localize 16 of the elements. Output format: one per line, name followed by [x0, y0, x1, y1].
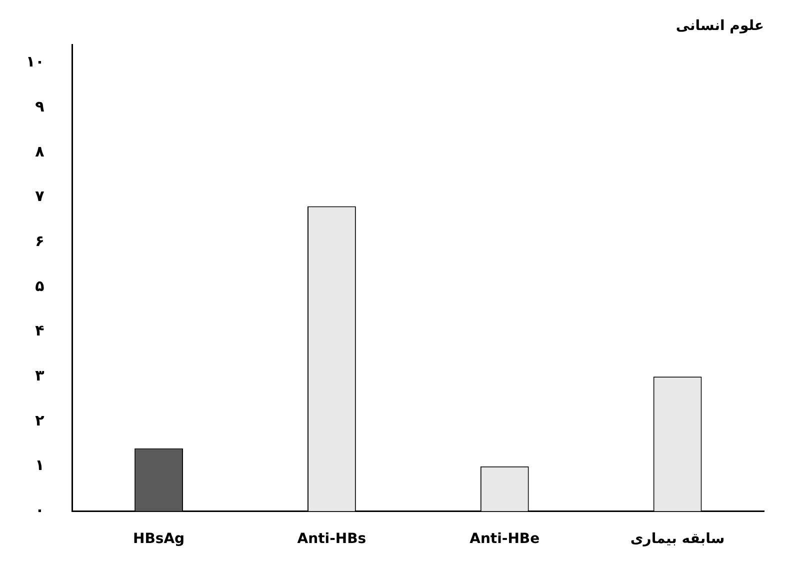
y-tick-label: ۵ [35, 276, 44, 295]
y-tick-label: ۹ [35, 97, 44, 116]
y-tick-label: ۳ [35, 366, 44, 385]
y-tick-label: ۶ [35, 232, 44, 250]
y-tick-label: ۸ [35, 142, 44, 160]
chart-title: علوم انسانی [676, 18, 764, 34]
y-tick-label: ۴ [35, 322, 44, 340]
x-tick-label: HBsAg [132, 531, 185, 548]
x-tick-label: Anti-HBs [297, 531, 366, 548]
y-tick-label: ۱۰ [26, 52, 44, 71]
y-tick-label: ۷ [35, 187, 44, 206]
x-tick-label: سابقه بیماری [630, 531, 725, 548]
y-tick-label: ۰ [35, 501, 44, 520]
y-tick-label: ۲ [35, 411, 44, 430]
x-tick-label: Anti-HBe [470, 531, 540, 548]
y-tick-label: ۱ [35, 456, 44, 474]
